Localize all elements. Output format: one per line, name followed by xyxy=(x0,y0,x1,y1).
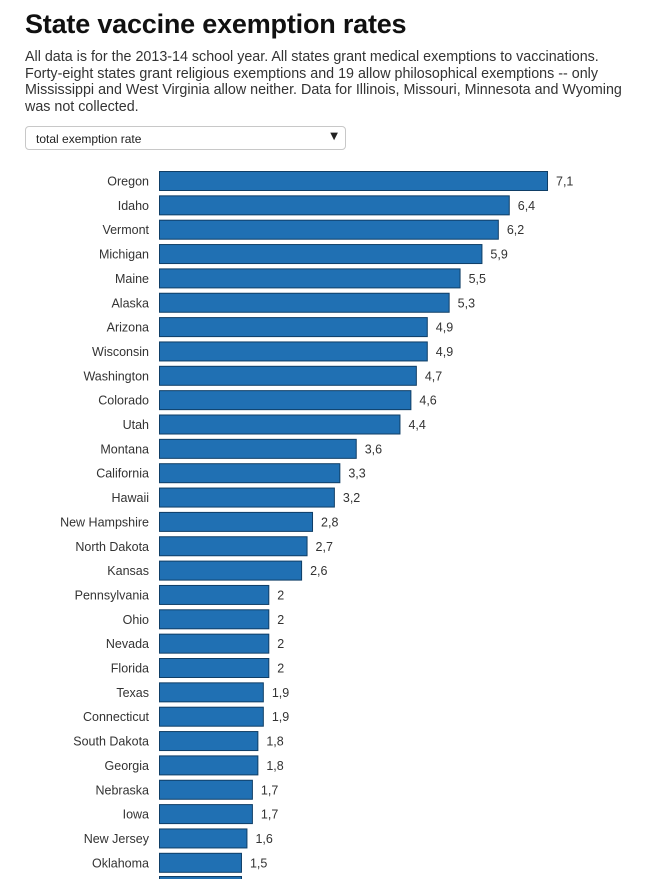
value-label: 2 xyxy=(277,662,284,676)
page-title: State vaccine exemption rates xyxy=(25,9,407,39)
value-label: 1,9 xyxy=(272,710,289,724)
bar[interactable] xyxy=(159,365,417,386)
bar[interactable] xyxy=(159,584,270,605)
value-label: 1,8 xyxy=(266,735,283,749)
value-label: 2 xyxy=(277,613,284,627)
state-label: Arizona xyxy=(107,321,149,335)
state-label: Idaho xyxy=(118,199,149,213)
bar[interactable] xyxy=(159,195,510,216)
bar[interactable] xyxy=(159,268,461,289)
exemption-type-select-value: total exemption rate xyxy=(36,132,142,146)
state-label: North Dakota xyxy=(75,540,149,554)
page-subtitle: All data is for the 2013-14 school year.… xyxy=(25,49,622,115)
value-label: 6,4 xyxy=(518,199,535,213)
chart-bars-group: Oregon 7,1 Idaho 6,4 Vermont 6,2 Michigan 5,9 Ma… xyxy=(60,171,573,879)
state-label: South Dakota xyxy=(73,735,149,749)
state-label: Oregon xyxy=(107,175,149,189)
state-label: New Jersey xyxy=(84,832,150,846)
bar[interactable] xyxy=(159,511,314,532)
bar[interactable] xyxy=(159,438,357,459)
bar[interactable] xyxy=(159,755,259,776)
state-label: Vermont xyxy=(102,223,149,237)
bar[interactable] xyxy=(159,292,450,313)
state-label: Nevada xyxy=(106,637,149,651)
value-label: 4,4 xyxy=(408,418,425,432)
state-label: Michigan xyxy=(99,248,149,262)
bar[interactable] xyxy=(159,536,308,557)
bar[interactable] xyxy=(159,390,412,411)
value-label: 6,2 xyxy=(507,223,524,237)
value-label: 3,2 xyxy=(343,491,360,505)
state-label: New Hampshire xyxy=(60,515,149,529)
bar-partial xyxy=(159,876,242,879)
bar[interactable] xyxy=(159,560,303,581)
bar[interactable] xyxy=(159,487,335,508)
bar[interactable] xyxy=(159,779,253,800)
bar[interactable] xyxy=(159,852,242,873)
value-label: 2,7 xyxy=(316,540,333,554)
bar[interactable] xyxy=(159,171,549,191)
state-label: Iowa xyxy=(123,808,149,822)
state-label: Oklahoma xyxy=(92,856,149,870)
state-label: Ohio xyxy=(123,613,149,627)
value-label: 2,6 xyxy=(310,564,327,578)
value-label: 2 xyxy=(277,588,284,602)
bar[interactable] xyxy=(159,706,264,727)
value-label: 3,3 xyxy=(348,467,365,481)
bar[interactable] xyxy=(159,828,248,849)
value-label: 4,7 xyxy=(425,369,442,383)
state-label: Montana xyxy=(100,442,149,456)
state-label: Nebraska xyxy=(96,783,150,797)
state-label: Wisconsin xyxy=(92,345,149,359)
state-label: Florida xyxy=(111,662,149,676)
bar[interactable] xyxy=(159,414,401,435)
bar[interactable] xyxy=(159,609,270,630)
value-label: 4,9 xyxy=(436,321,453,335)
state-label: Hawaii xyxy=(111,491,149,505)
value-label: 4,9 xyxy=(436,345,453,359)
state-label: Utah xyxy=(123,418,149,432)
value-label: 1,5 xyxy=(250,856,267,870)
bar[interactable] xyxy=(159,633,270,654)
state-label: Pennsylvania xyxy=(75,588,149,602)
value-label: 1,7 xyxy=(261,783,278,797)
state-label: Alaska xyxy=(111,296,149,310)
value-label: 5,9 xyxy=(490,248,507,262)
value-label: 7,1 xyxy=(556,175,573,189)
bar[interactable] xyxy=(159,341,428,362)
state-label: Connecticut xyxy=(83,710,150,724)
exemption-type-select[interactable]: total exemption rate ▼ xyxy=(25,126,346,150)
state-label: Georgia xyxy=(105,759,150,773)
value-label: 2 xyxy=(277,637,284,651)
bar[interactable] xyxy=(159,804,253,825)
chevron-down-icon: ▼ xyxy=(330,131,338,142)
state-label: California xyxy=(96,467,149,481)
bar[interactable] xyxy=(159,463,341,484)
value-label: 2,8 xyxy=(321,515,338,529)
bar[interactable] xyxy=(159,219,499,240)
value-label: 1,7 xyxy=(261,808,278,822)
state-label: Maine xyxy=(115,272,149,286)
state-label: Kansas xyxy=(107,564,149,578)
value-label: 3,6 xyxy=(365,442,382,456)
bar[interactable] xyxy=(159,317,428,338)
bar[interactable] xyxy=(159,682,264,703)
value-label: 1,9 xyxy=(272,686,289,700)
state-label: Washington xyxy=(83,369,149,383)
value-label: 5,5 xyxy=(469,272,486,286)
value-label: 5,3 xyxy=(458,296,475,310)
bar[interactable] xyxy=(159,658,270,678)
bar[interactable] xyxy=(159,244,483,265)
state-label: Texas xyxy=(116,686,149,700)
value-label: 1,8 xyxy=(266,759,283,773)
value-label: 1,6 xyxy=(255,832,272,846)
state-label: Colorado xyxy=(98,394,149,408)
bar[interactable] xyxy=(159,731,259,752)
value-label: 4,6 xyxy=(419,394,436,408)
